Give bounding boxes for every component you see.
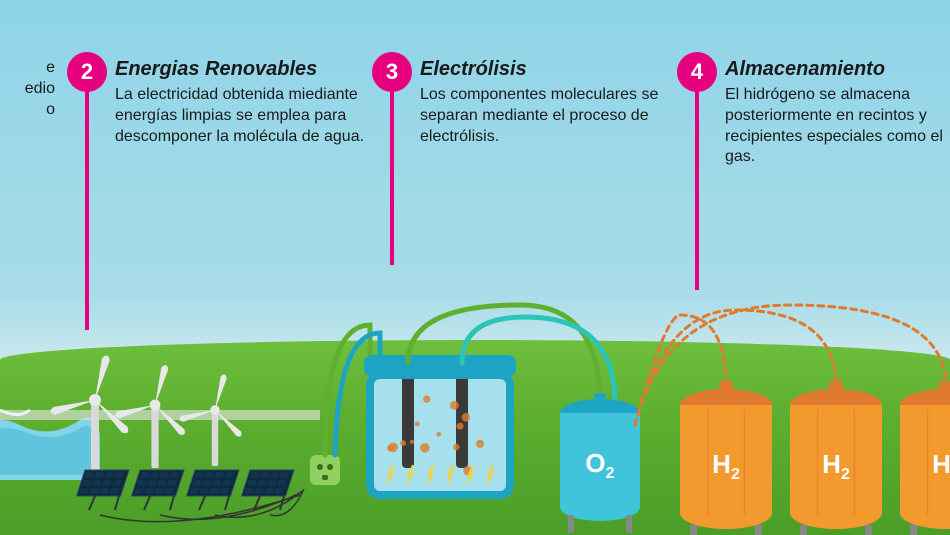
partial-line: o <box>0 100 55 121</box>
water-pond <box>0 400 100 480</box>
step-text: Electrólisis Los componentes moleculares… <box>420 58 670 147</box>
step-desc: La electricidad obtenida miediante energ… <box>115 85 365 147</box>
step-desc: El hidrógeno se almacena posteriormente … <box>725 85 950 168</box>
ground <box>0 340 950 535</box>
step-title: Energias Renovables <box>115 58 365 81</box>
step-text: Almacenamiento El hidrógeno se almacena … <box>725 58 950 168</box>
step-desc: Los componentes moleculares se separan m… <box>420 85 670 147</box>
pin-line <box>85 70 89 330</box>
step-number: 2 <box>81 59 93 85</box>
step-title: Electrólisis <box>420 58 670 81</box>
pin-line <box>390 70 394 265</box>
step-title: Almacenamiento <box>725 58 950 81</box>
partial-prev-step-text: e edio o <box>0 58 55 120</box>
step-text: Energias Renovables La electricidad obte… <box>115 58 365 147</box>
step-badge: 4 <box>677 52 717 92</box>
step-badge: 2 <box>67 52 107 92</box>
partial-line: e <box>0 58 55 79</box>
infographic-scene: e edio o 2 Energias Renovables La electr… <box>0 0 950 535</box>
step-number: 4 <box>691 59 703 85</box>
partial-line: edio <box>0 79 55 100</box>
step-badge: 3 <box>372 52 412 92</box>
step-number: 3 <box>386 59 398 85</box>
pin-line <box>695 70 699 290</box>
